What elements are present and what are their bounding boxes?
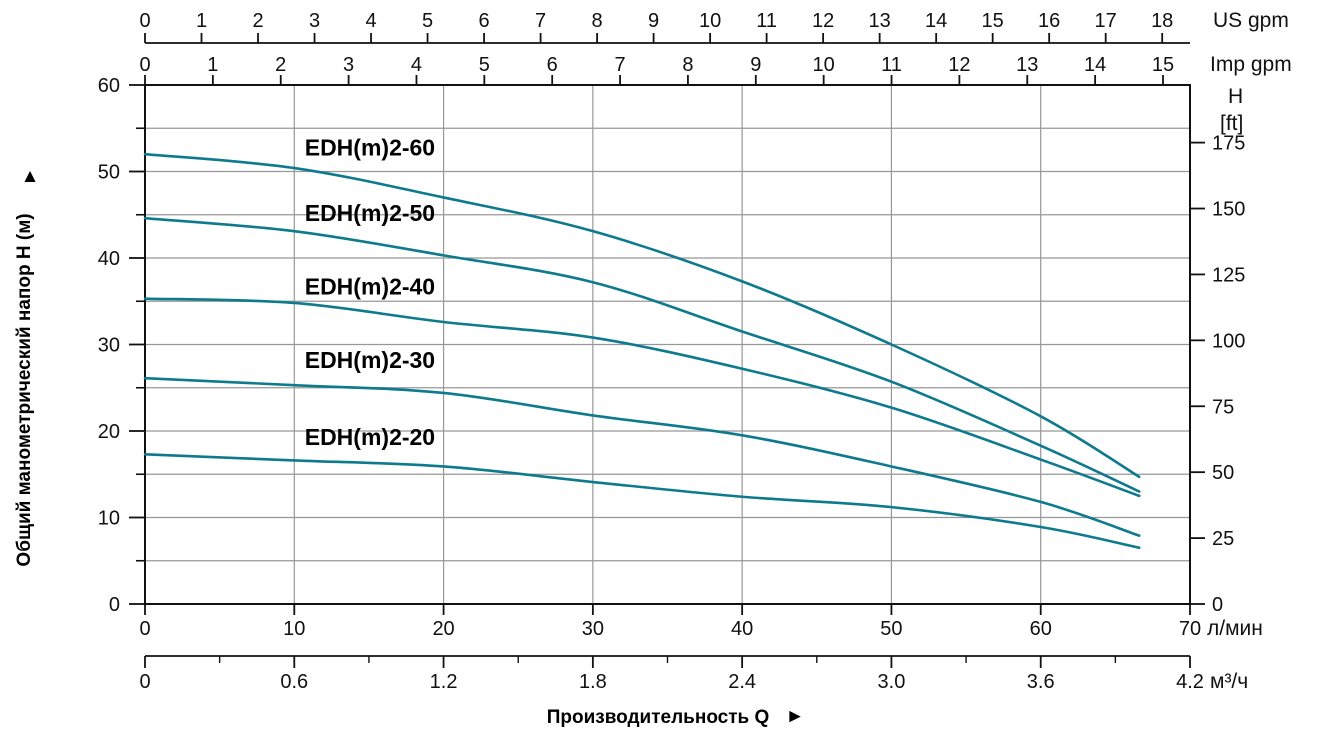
l-min-tick-label: 20 [432,618,454,640]
axes-ticks-and-labels: 0 1 2 3 4 5 6 7 8 9 10 11 12 13 14 15 16 17 180 1 2 3 4 5 6 7 8 9 10… [98,10,1246,693]
ft-tick-label: 175 [1212,133,1245,155]
m3-h-tick-label: 2.4 [728,671,756,693]
pump-curve-EDH(m)2-30 [143,376,1141,537]
ft-axis-unit-ft: [ft] [1220,112,1243,135]
us-gpm-tick-label: 12 [812,10,834,32]
m3-h-unit-label: м³/ч [1210,670,1248,693]
us-gpm-tick-label: 3 [309,10,320,32]
us-gpm-tick-label: 14 [925,10,947,32]
m-tick-label: 60 [98,75,120,97]
l-min-tick-label: 70 [1179,618,1201,640]
y-axis-title: Общий манометрический напор H (м) [14,213,35,566]
m-tick-label: 0 [109,594,120,616]
ft-tick-label: 0 [1212,594,1223,616]
y-axis-arrow-icon: ▲ [21,166,40,187]
imp-gpm-tick-label: 1 [207,54,218,76]
l-min-unit-label: л/мин [1207,617,1263,640]
m3-h-tick-label: 3.0 [878,671,906,693]
us-gpm-tick-label: 10 [699,10,721,32]
us-gpm-tick-label: 2 [252,10,263,32]
imp-gpm-tick-label: 15 [1152,54,1174,76]
us-gpm-tick-label: 13 [869,10,891,32]
us-gpm-tick-label: 6 [479,10,490,32]
us-gpm-tick-label: 7 [535,10,546,32]
us-gpm-tick-label: 4 [365,10,376,32]
imp-gpm-tick-label: 11 [881,54,902,76]
x-axis-arrow-icon: ► [786,706,805,727]
l-min-tick-label: 60 [1030,618,1052,640]
pump-curve-EDH(m)2-20 [143,453,1141,550]
m-tick-label: 50 [98,162,120,184]
curve-label-EDH(m)2-20: EDH(m)2-20 [305,424,435,450]
curve-label-EDH(m)2-30: EDH(m)2-30 [305,347,435,373]
pump-curve-EDH(m)2-60 [143,152,1141,479]
ft-tick-label: 75 [1212,396,1234,418]
ft-tick-label: 125 [1212,264,1245,286]
x-axis-title: Производительность Q [547,707,770,728]
us-gpm-tick-label: 1 [196,10,207,32]
imp-gpm-tick-label: 12 [948,54,970,76]
ft-tick-label: 100 [1212,330,1245,352]
m3-h-tick-label: 4.2 [1176,671,1204,693]
l-min-tick-label: 10 [283,618,305,640]
us-gpm-tick-label: 0 [139,10,150,32]
m3-h-tick-label: 0 [139,671,150,693]
imp-gpm-unit-label: Imp gpm [1210,53,1292,76]
gridlines [145,85,1190,604]
m3-h-tick-label: 3.6 [1027,671,1055,693]
m-tick-label: 10 [98,508,120,530]
pump-curve-EDH(m)2-40 [143,297,1141,498]
ft-tick-label: 50 [1212,462,1234,484]
pump-curve-EDH(m)2-50 [143,216,1141,493]
imp-gpm-tick-label: 7 [615,54,626,76]
us-gpm-tick-label: 5 [422,10,433,32]
curve-label-EDH(m)2-40: EDH(m)2-40 [305,274,435,300]
l-min-tick-label: 0 [139,618,150,640]
imp-gpm-tick-label: 8 [682,54,693,76]
us-gpm-unit-label: US gpm [1213,9,1289,32]
m3-h-tick-label: 0.6 [280,671,308,693]
imp-gpm-tick-label: 5 [479,54,490,76]
us-gpm-tick-label: 8 [592,10,603,32]
pump-curves [143,152,1141,550]
ft-axis-unit-h: H [1228,85,1243,108]
imp-gpm-tick-label: 0 [139,54,150,76]
m3-h-tick-label: 1.2 [430,671,458,693]
ft-tick-label: 150 [1212,199,1245,221]
imp-gpm-tick-label: 2 [275,54,286,76]
m-tick-label: 20 [98,421,120,443]
m3-h-tick-label: 1.8 [579,671,607,693]
imp-gpm-tick-label: 9 [750,54,761,76]
ft-tick-label: 25 [1212,528,1234,550]
imp-gpm-tick-label: 10 [813,54,835,76]
us-gpm-tick-label: 15 [982,10,1004,32]
us-gpm-tick-label: 17 [1095,10,1117,32]
curve-label-EDH(m)2-60: EDH(m)2-60 [305,134,435,160]
curve-label-EDH(m)2-50: EDH(m)2-50 [305,200,435,226]
us-gpm-tick-label: 11 [756,10,777,32]
imp-gpm-tick-label: 14 [1084,54,1106,76]
plot-border [144,84,1191,605]
pump-curve-labels: EDH(m)2-60 EDH(m)2-50 EDH(m)2-40 EDH(m)2-30… [305,134,435,450]
us-gpm-tick-label: 9 [648,10,659,32]
m-tick-label: 30 [98,335,120,357]
imp-gpm-tick-label: 6 [547,54,558,76]
l-min-tick-label: 40 [731,618,753,640]
imp-gpm-tick-label: 13 [1016,54,1038,76]
imp-gpm-tick-label: 3 [343,54,354,76]
l-min-tick-label: 30 [582,618,604,640]
imp-gpm-tick-label: 4 [411,54,422,76]
us-gpm-tick-label: 16 [1038,10,1060,32]
us-gpm-tick-label: 18 [1151,10,1173,32]
l-min-tick-label: 50 [880,618,902,640]
m-tick-label: 40 [98,248,120,270]
